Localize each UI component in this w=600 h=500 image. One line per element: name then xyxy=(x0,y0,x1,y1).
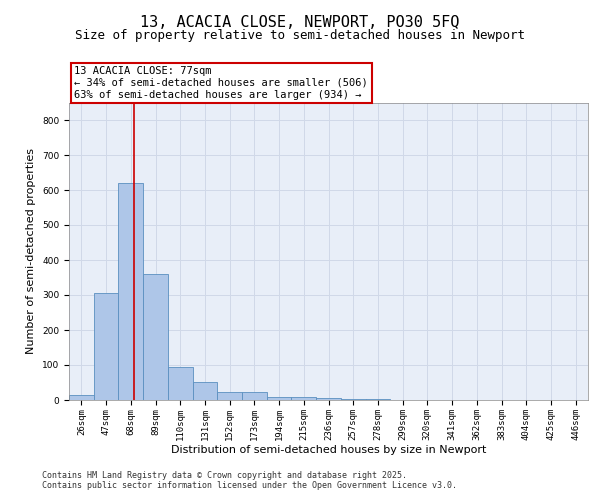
Bar xyxy=(118,183,143,400)
Bar xyxy=(242,392,267,400)
Bar xyxy=(94,293,118,400)
X-axis label: Distribution of semi-detached houses by size in Newport: Distribution of semi-detached houses by … xyxy=(171,446,486,456)
Bar xyxy=(316,398,341,400)
Bar xyxy=(292,397,316,400)
Bar xyxy=(69,395,94,400)
Y-axis label: Number of semi-detached properties: Number of semi-detached properties xyxy=(26,148,37,354)
Text: 13 ACACIA CLOSE: 77sqm
← 34% of semi-detached houses are smaller (506)
63% of se: 13 ACACIA CLOSE: 77sqm ← 34% of semi-det… xyxy=(74,66,368,100)
Bar xyxy=(143,274,168,400)
Text: Size of property relative to semi-detached houses in Newport: Size of property relative to semi-detach… xyxy=(75,30,525,43)
Bar xyxy=(168,367,193,400)
Text: Contains HM Land Registry data © Crown copyright and database right 2025.: Contains HM Land Registry data © Crown c… xyxy=(42,472,407,480)
Bar xyxy=(341,399,365,400)
Text: 13, ACACIA CLOSE, NEWPORT, PO30 5FQ: 13, ACACIA CLOSE, NEWPORT, PO30 5FQ xyxy=(140,15,460,30)
Bar xyxy=(193,382,217,400)
Text: Contains public sector information licensed under the Open Government Licence v3: Contains public sector information licen… xyxy=(42,482,457,490)
Bar xyxy=(217,392,242,400)
Bar xyxy=(267,396,292,400)
